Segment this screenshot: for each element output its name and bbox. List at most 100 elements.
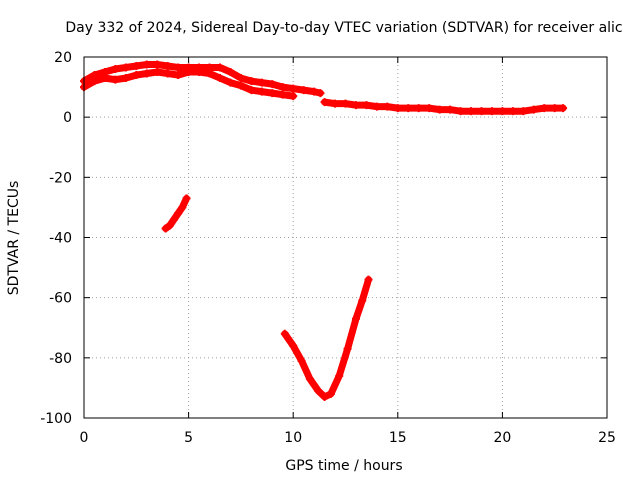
data-point-marker: [331, 99, 340, 108]
x-tick-label: 0: [80, 430, 89, 446]
x-tick-label: 5: [184, 430, 193, 446]
data-point-marker: [351, 314, 360, 323]
chart-title: Day 332 of 2024, Sidereal Day-to-day VTE…: [65, 20, 622, 36]
data-point-marker: [326, 389, 335, 398]
y-axis-label: SDTVAR / TECUs: [6, 181, 22, 296]
data-point-marker: [320, 392, 329, 401]
data-point-marker: [320, 98, 329, 107]
data-point-marker: [121, 74, 130, 83]
data-point-marker: [236, 74, 245, 83]
x-tick-label: 20: [493, 430, 511, 446]
data-series: [80, 68, 298, 101]
data-point-marker: [335, 371, 344, 380]
data-point-marker: [111, 65, 120, 74]
data-point-marker: [314, 386, 323, 395]
data-point-marker: [182, 194, 191, 203]
data-point-marker: [550, 104, 559, 113]
data-point-marker: [280, 329, 289, 338]
data-point-marker: [268, 89, 277, 98]
data-point-marker: [195, 68, 204, 77]
y-tick-label: -80: [49, 351, 72, 367]
data-point-marker: [508, 107, 517, 116]
data-point-marker: [278, 90, 287, 99]
data-point-marker: [487, 107, 496, 116]
data-point-marker: [467, 107, 476, 116]
data-point-marker: [226, 68, 235, 77]
data-point-marker: [111, 75, 120, 84]
series-line: [321, 98, 567, 115]
data-point-marker: [268, 80, 277, 89]
data-point-marker: [205, 69, 214, 78]
x-axis-label: GPS time / hours: [285, 458, 402, 474]
data-layer: [80, 60, 568, 401]
data-point-marker: [540, 104, 549, 113]
data-series: [280, 275, 373, 401]
data-point-marker: [142, 69, 151, 78]
data-point-marker: [236, 81, 245, 90]
data-point-marker: [163, 62, 172, 71]
data-point-marker: [529, 105, 538, 114]
x-tick-label: 15: [389, 430, 407, 446]
data-point-marker: [142, 60, 151, 69]
data-point-marker: [163, 69, 172, 78]
data-point-marker: [90, 77, 99, 86]
data-point-marker: [184, 68, 193, 77]
data-point-marker: [351, 101, 360, 110]
data-point-marker: [257, 78, 266, 87]
data-series: [320, 98, 568, 116]
data-point-marker: [153, 68, 162, 77]
data-point-marker: [310, 87, 319, 96]
data-point-marker: [456, 107, 465, 116]
data-point-marker: [358, 296, 367, 305]
data-point-marker: [393, 104, 402, 113]
data-point-marker: [435, 105, 444, 114]
data-point-marker: [498, 107, 507, 116]
data-point-marker: [100, 74, 109, 83]
data-point-marker: [121, 63, 130, 72]
series-line: [281, 276, 372, 401]
data-point-marker: [247, 86, 256, 95]
data-point-marker: [165, 221, 174, 230]
data-point-marker: [247, 77, 256, 86]
x-tick-label: 25: [598, 430, 616, 446]
data-point-marker: [278, 83, 287, 92]
data-point-marker: [364, 275, 373, 284]
data-point-marker: [257, 87, 266, 96]
data-point-marker: [289, 92, 298, 101]
data-series: [161, 194, 191, 233]
y-tick-label: 20: [54, 50, 72, 66]
y-tick-label: 0: [63, 110, 72, 126]
data-point-marker: [169, 215, 178, 224]
data-point-marker: [289, 341, 298, 350]
data-point-marker: [174, 63, 183, 72]
ticks: [83, 56, 608, 419]
data-point-marker: [153, 60, 162, 69]
x-tick-label: 10: [284, 430, 302, 446]
data-point-marker: [132, 62, 141, 71]
data-point-marker: [404, 104, 413, 113]
data-point-marker: [341, 99, 350, 108]
data-point-marker: [178, 203, 187, 212]
data-point-marker: [343, 344, 352, 353]
y-tick-label: -20: [49, 170, 72, 186]
data-point-marker: [305, 374, 314, 383]
data-point-marker: [372, 102, 381, 111]
data-point-marker: [215, 74, 224, 83]
data-point-marker: [174, 71, 183, 80]
data-point-marker: [174, 209, 183, 218]
data-point-marker: [362, 101, 371, 110]
y-tick-label: -40: [49, 231, 72, 247]
data-point-marker: [226, 78, 235, 87]
data-point-marker: [383, 102, 392, 111]
data-point-marker: [297, 356, 306, 365]
data-point-marker: [519, 107, 528, 116]
data-point-marker: [559, 104, 568, 113]
y-tick-label: -60: [49, 291, 72, 307]
y-tick-label: -100: [40, 411, 72, 427]
data-point-marker: [161, 224, 170, 233]
data-point-marker: [477, 107, 486, 116]
data-point-marker: [425, 104, 434, 113]
data-series: [80, 60, 325, 98]
grid: [84, 57, 607, 418]
